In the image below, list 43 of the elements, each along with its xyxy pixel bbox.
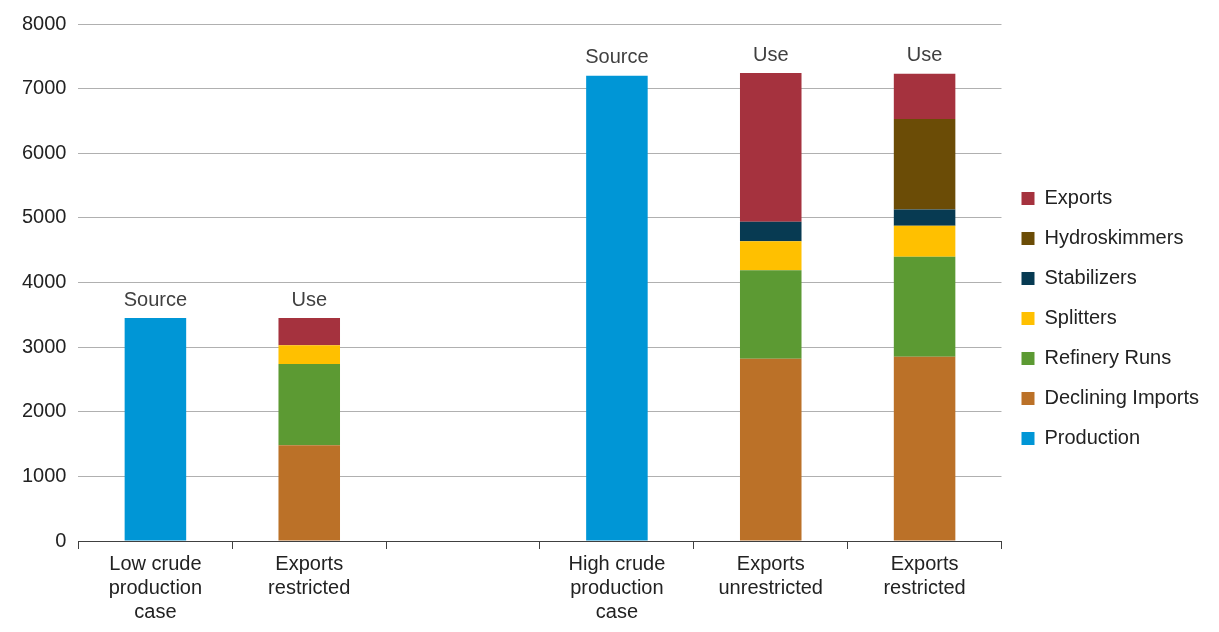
legend-label: Stabilizers: [1044, 266, 1137, 289]
bar: [278, 445, 341, 541]
bar: [893, 119, 956, 210]
x-tick-label: High crude production case: [568, 551, 666, 622]
x-tick-label: Exports restricted: [883, 551, 966, 598]
x-tick-label: Exports restricted: [268, 551, 351, 598]
legend-label: Hydroskimmers: [1044, 226, 1184, 249]
bar: [893, 356, 956, 541]
bar: [893, 209, 956, 226]
bar: [739, 241, 802, 271]
y-tick-label: 4000: [21, 270, 67, 293]
legend-label: Exports: [1044, 186, 1113, 209]
bar: [893, 256, 956, 357]
legend-label: Splitters: [1044, 306, 1117, 329]
y-tick-label: 3000: [21, 334, 67, 357]
bar: [893, 225, 956, 257]
bar: [278, 318, 341, 346]
bar: [739, 358, 802, 541]
annotation: Use: [906, 43, 943, 66]
annotation: Use: [291, 287, 328, 310]
legend-label: Declining Imports: [1044, 386, 1200, 409]
annotation: Source: [585, 45, 649, 68]
annotation: Source: [123, 287, 188, 310]
bar: [893, 73, 956, 119]
y-tick-label: 6000: [21, 140, 67, 163]
x-tick-label: Low crude production case: [108, 551, 203, 622]
y-tick-label: 2000: [21, 399, 67, 422]
legend-label: Production: [1044, 426, 1141, 449]
y-tick-label: 0: [55, 528, 67, 551]
bar: [586, 75, 648, 541]
legend-label: Refinery Runs: [1044, 346, 1172, 369]
bar: [739, 73, 802, 222]
y-tick-label: 1000: [21, 463, 67, 486]
bar: [124, 318, 187, 541]
y-tick-label: 5000: [21, 205, 67, 228]
x-tick-label: Exports unrestricted: [718, 551, 823, 598]
bar: [278, 363, 341, 446]
bar: [278, 345, 341, 364]
annotation: Use: [752, 42, 789, 65]
y-tick-label: 7000: [21, 76, 67, 99]
bar: [739, 221, 802, 242]
bar: [739, 270, 802, 359]
y-tick-label: 8000: [21, 11, 67, 34]
